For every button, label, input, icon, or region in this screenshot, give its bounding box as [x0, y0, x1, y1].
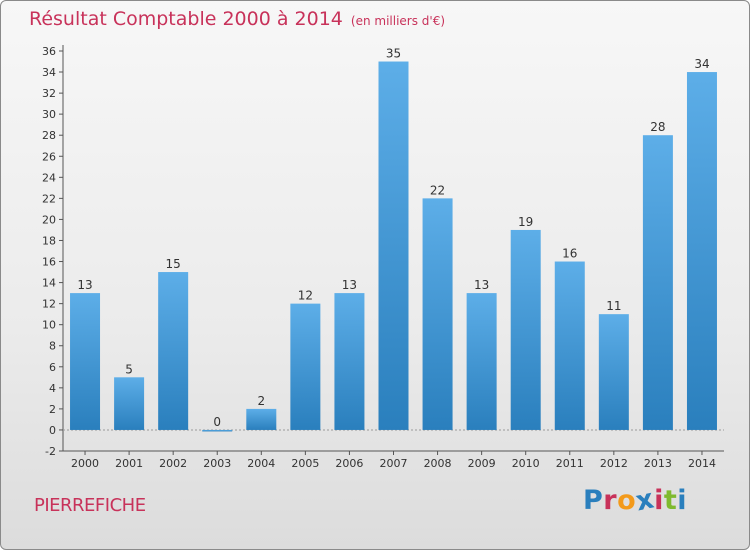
x-tick-label: 2003	[203, 457, 231, 470]
chart-title-text: Résultat Comptable 2000 à 2014	[29, 8, 343, 30]
chart-data-labels: 13 5 15 0 2 12 13 35 22 13 19 16 11 28 34	[77, 47, 709, 429]
y-tick-label: 28	[42, 129, 56, 142]
bar-value-label: 13	[77, 278, 92, 292]
bar-value-label: 12	[298, 289, 313, 303]
y-tick-label: 12	[42, 298, 56, 311]
y-tick-label: 0	[49, 424, 56, 437]
proxiti-logo[interactable]: Proxiti	[583, 483, 688, 517]
bar-value-label: 28	[650, 120, 665, 134]
x-tick-label: 2008	[424, 457, 452, 470]
bar	[246, 408, 277, 430]
y-tick-label: -2	[45, 445, 56, 458]
y-tick-label: 18	[42, 234, 56, 247]
bar	[202, 429, 233, 432]
y-tick-label: 2	[49, 403, 56, 416]
y-tick-label: 16	[42, 256, 56, 269]
logo-letter: o	[617, 485, 637, 516]
chart-subtitle: (en milliers d'€)	[350, 14, 446, 28]
y-tick-label: 10	[42, 319, 56, 332]
bar-value-label: 13	[474, 278, 489, 292]
bar	[422, 198, 453, 430]
x-tick-label: 2010	[512, 457, 540, 470]
bar-value-label: 0	[213, 415, 221, 429]
bar-value-label: 2	[257, 394, 265, 408]
y-tick-label: 22	[42, 192, 56, 205]
bar	[158, 272, 189, 430]
bar	[378, 61, 409, 430]
y-tick-label: 24	[42, 171, 56, 184]
bar	[466, 293, 497, 430]
logo-letter: i	[654, 485, 664, 516]
bar	[114, 377, 145, 430]
x-tick-label: 2011	[556, 457, 584, 470]
y-tick-label: 8	[49, 340, 56, 353]
x-tick-label: 2006	[335, 457, 363, 470]
logo-letter: t	[663, 485, 678, 516]
bar-value-label: 35	[386, 47, 401, 61]
bar-value-label: 13	[342, 278, 357, 292]
bar	[686, 72, 717, 430]
bar	[642, 135, 673, 430]
logo-letter: P	[583, 485, 604, 516]
commune-name: PIERREFICHE	[34, 495, 146, 516]
y-tick-label: 32	[42, 87, 56, 100]
x-tick-label: 2014	[688, 457, 716, 470]
x-tick-label: 2013	[644, 457, 672, 470]
bar	[70, 293, 101, 430]
y-tick-label: 14	[42, 277, 56, 290]
y-tick-label: 26	[42, 150, 56, 163]
y-tick-label: 20	[42, 213, 56, 226]
bar	[510, 229, 541, 430]
logo-letter: i	[677, 485, 688, 516]
bar	[290, 303, 321, 430]
bar	[598, 314, 629, 430]
y-tick-label: 6	[49, 361, 56, 374]
x-tick-label: 2009	[468, 457, 496, 470]
bar	[334, 293, 365, 430]
chart-title: Résultat Comptable 2000 à 2014 (en millie…	[29, 8, 445, 30]
x-tick-label: 2005	[291, 457, 319, 470]
y-tick-label: 4	[49, 382, 56, 395]
x-tick-label: 2007	[380, 457, 408, 470]
x-tick-label: 2001	[115, 457, 143, 470]
bar-value-label: 16	[562, 247, 577, 261]
y-tick-label: 34	[42, 66, 56, 79]
y-tick-label: 30	[42, 108, 56, 121]
bar-value-label: 22	[430, 183, 445, 197]
x-tick-label: 2012	[600, 457, 628, 470]
y-tick-label: 36	[42, 45, 56, 58]
bar-value-label: 11	[606, 299, 621, 313]
bar-value-label: 5	[125, 362, 133, 376]
bar-value-label: 15	[166, 257, 181, 271]
bar-value-label: 19	[518, 215, 533, 229]
x-tick-label: 2004	[247, 457, 275, 470]
chart-bars	[70, 61, 717, 432]
x-tick-label: 2002	[159, 457, 187, 470]
bar	[554, 261, 585, 430]
x-tick-label: 2000	[71, 457, 99, 470]
bar-value-label: 34	[694, 57, 709, 71]
logo-letter: r	[603, 485, 618, 516]
